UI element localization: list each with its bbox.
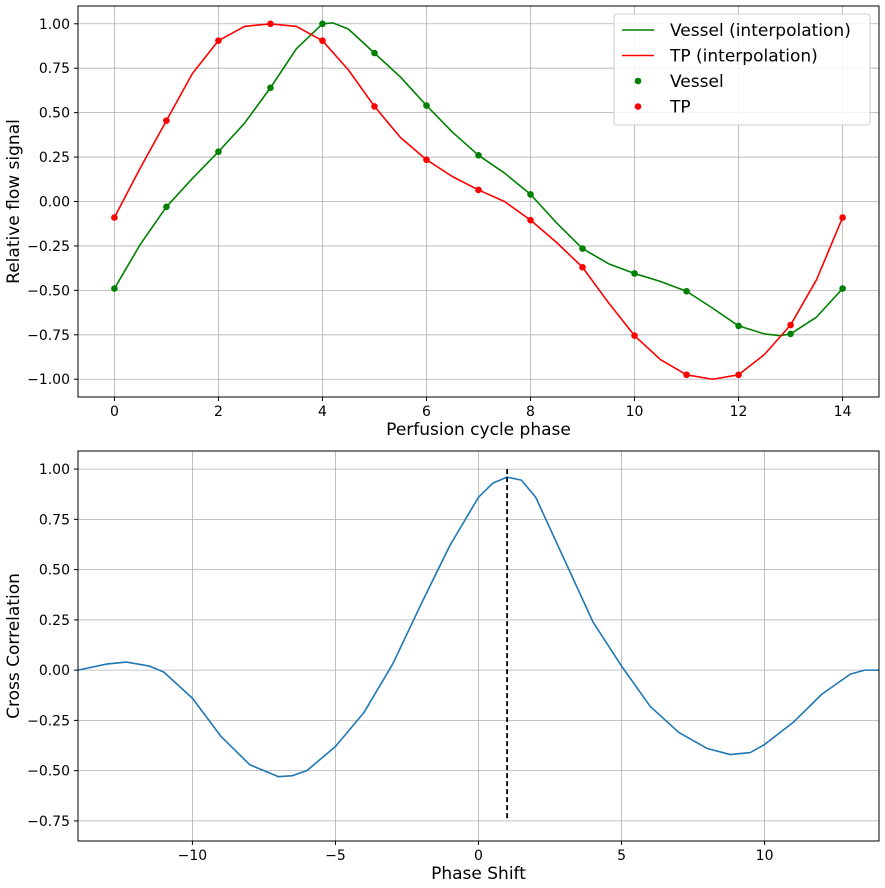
x-tick-label: −5: [325, 848, 346, 864]
data-point: [735, 322, 742, 330]
data-point: [735, 371, 742, 379]
series-line: [77, 476, 879, 778]
x-axis-label: Phase Shift: [431, 864, 526, 884]
data-point: [319, 20, 326, 28]
y-tick-label: 0.25: [39, 150, 70, 166]
bottom-chart-panel: −10 −5 0 5 10 −0.75 −0.50 −0.25 0.00 0.25 0.50 0.75…: [4, 450, 880, 884]
y-tick-label: −0.75: [27, 814, 70, 830]
y-tick-label: 0.50: [39, 563, 70, 579]
y-axis-label: Cross Correlation: [4, 573, 24, 719]
data-point: [683, 287, 690, 295]
y-tick-label: −0.50: [27, 283, 70, 299]
y-tick-label: 0.25: [39, 613, 70, 629]
data-point: [111, 285, 118, 292]
legend-entry-label: Vessel (interpolation): [670, 21, 851, 41]
y-tick-label: −0.25: [27, 713, 70, 729]
x-tick-label: 6: [422, 404, 431, 420]
legend-entry-label: TP: [669, 98, 691, 118]
data-point: [111, 214, 118, 221]
y-tick-label: −0.25: [27, 239, 70, 255]
y-tick-label: 0.75: [39, 512, 70, 528]
data-point: [475, 151, 482, 159]
data-point: [683, 371, 690, 379]
x-tick-label: −10: [178, 848, 208, 864]
x-tick-label: 4: [318, 404, 327, 420]
data-point: [787, 321, 794, 329]
y-tick-label: 0.50: [39, 106, 70, 122]
x-tick-label: 0: [110, 404, 119, 420]
data-point: [527, 216, 534, 224]
data-point: [319, 37, 326, 44]
legend-marker-swatch: [634, 103, 642, 110]
x-tick-label: 8: [526, 404, 535, 420]
data-point: [475, 186, 482, 194]
data-point: [267, 84, 274, 92]
data-point: [527, 191, 534, 198]
data-point: [631, 332, 638, 339]
x-tick-label: 10: [626, 404, 644, 420]
y-tick-label: −0.50: [27, 764, 70, 780]
x-tick-label: 14: [834, 404, 852, 420]
y-axis-label: Relative flow signal: [4, 119, 24, 284]
x-tick-label: 12: [730, 404, 748, 420]
y-tick-label: 0.00: [39, 195, 70, 211]
data-point: [215, 148, 222, 156]
data-point: [579, 245, 586, 252]
y-tick-label: 1.00: [39, 17, 70, 33]
data-point: [163, 117, 170, 124]
data-point: [371, 103, 378, 110]
legend-entry-label: TP (interpolation): [669, 47, 818, 67]
data-point: [267, 20, 274, 28]
x-tick-label: 0: [474, 848, 483, 864]
legend-box: [613, 13, 871, 126]
data-point: [163, 203, 170, 211]
y-tick-label: −0.75: [27, 328, 70, 344]
data-point: [423, 156, 430, 164]
legend-entry-label: Vessel: [670, 72, 724, 92]
data-point: [839, 285, 846, 292]
y-tick-label: 1.00: [39, 462, 70, 478]
data-point: [839, 214, 846, 221]
x-tick-label: 2: [214, 404, 223, 420]
x-tick-label: 10: [756, 848, 774, 864]
top-chart-panel: 0 2 4 6 8 10 12 14 −1.00 −0.75 −0.50 −0.25 0.00 0.25 0…: [4, 5, 880, 440]
x-tick-label: 5: [617, 848, 626, 864]
x-axis-label: Perfusion cycle phase: [386, 420, 571, 440]
legend-marker-swatch: [634, 77, 642, 85]
data-point: [423, 102, 430, 109]
data-point: [631, 270, 638, 277]
data-point: [371, 49, 378, 57]
data-point: [579, 263, 586, 271]
y-tick-label: 0.00: [39, 663, 70, 679]
data-point: [215, 37, 222, 44]
data-point: [787, 330, 794, 338]
y-tick-label: −1.00: [27, 372, 70, 388]
y-tick-label: 0.75: [39, 61, 70, 77]
